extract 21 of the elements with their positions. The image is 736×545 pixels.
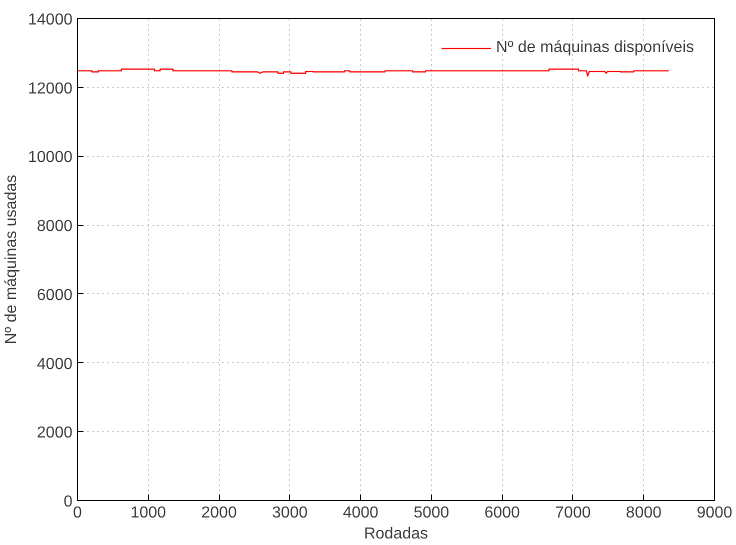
x-tick-label: 1000: [130, 504, 166, 522]
y-tick-label: 12000: [28, 80, 73, 98]
y-tick-label: 2000: [36, 424, 73, 442]
y-axis-title: Nº de máquinas usadas: [3, 174, 20, 344]
x-tick-label: 5000: [414, 504, 450, 522]
x-tick-label: 8000: [626, 504, 662, 522]
legend-label: Nº de máquinas disponíveis: [496, 39, 694, 57]
y-tick-label: 10000: [28, 149, 73, 166]
y-tick-label: 0: [64, 494, 73, 510]
y-tick-label: 6000: [36, 286, 73, 304]
x-tick-label: 7000: [555, 504, 591, 522]
x-tick-label: 6000: [484, 504, 520, 522]
x-tick-label: 2000: [201, 504, 237, 522]
x-axis-title: Rodadas: [364, 526, 428, 542]
x-tick-label: 9000: [696, 504, 732, 522]
y-tick-label: 8000: [36, 218, 73, 236]
y-tick-label: 14000: [28, 12, 73, 28]
y-tick-label: 4000: [36, 356, 73, 373]
x-tick-label: 4000: [342, 504, 379, 522]
line-series: [78, 68, 670, 77]
x-tick-label: 3000: [272, 504, 308, 522]
